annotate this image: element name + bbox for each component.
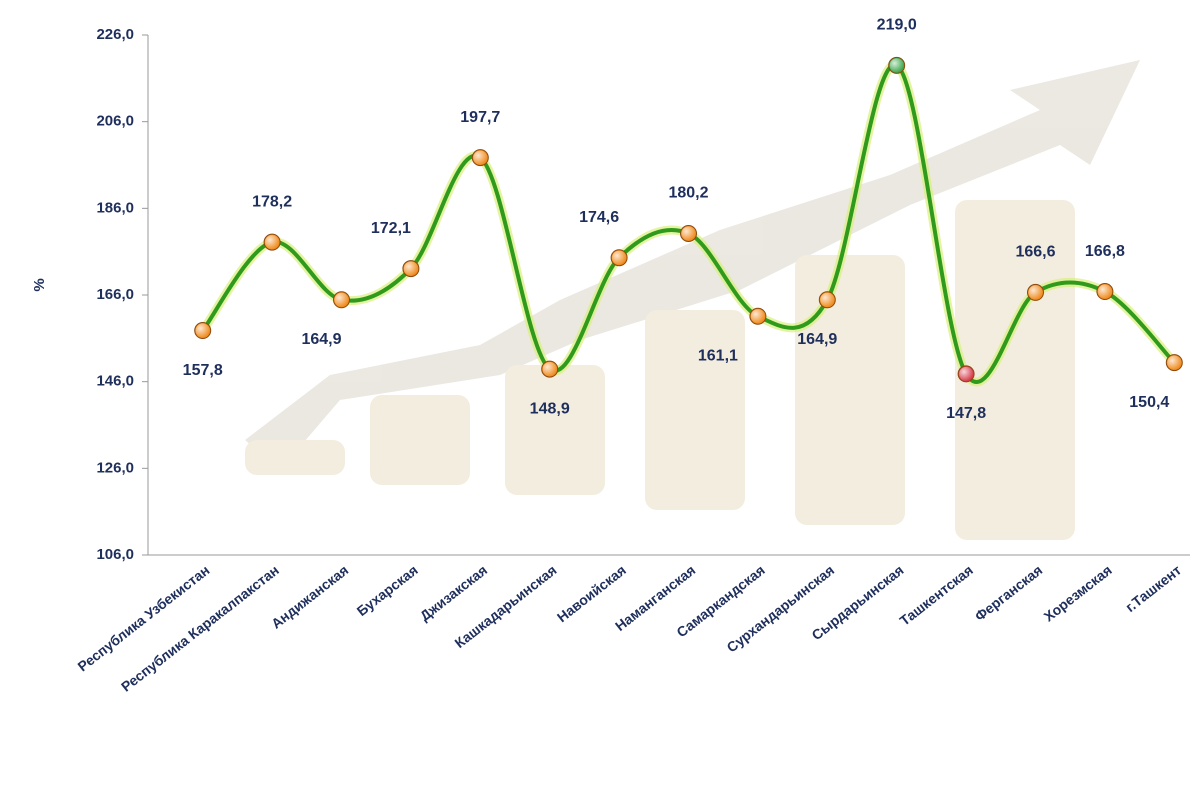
value-label: 164,9 <box>797 331 837 348</box>
y-tick-label: 126,0 <box>96 459 134 476</box>
x-tick-label: Андижанская <box>268 562 351 632</box>
value-label: 166,6 <box>1015 244 1055 261</box>
value-label: 157,8 <box>183 362 223 379</box>
point-shine <box>195 323 210 338</box>
background-decoration <box>245 60 1140 540</box>
x-tick-label: Навоийская <box>554 562 629 626</box>
point-shine <box>750 309 765 324</box>
x-tick-label: Республика Узбекистан <box>75 562 213 675</box>
point-shine <box>820 292 835 307</box>
line <box>201 63 1176 384</box>
value-label: 161,1 <box>698 347 738 364</box>
value-label: 166,8 <box>1085 243 1125 260</box>
x-tick-label: Ташкентская <box>896 562 975 629</box>
x-tick-label: Хорезмская <box>1041 562 1115 625</box>
point-shine <box>889 58 904 73</box>
y-axis-label: % <box>31 278 48 291</box>
x-tick-label: Бухарская <box>354 562 421 619</box>
x-tick-label: Ферганская <box>972 562 1046 625</box>
point-shine <box>265 235 280 250</box>
x-tick-label: г.Ташкент <box>1122 562 1184 615</box>
point-shine <box>1028 285 1043 300</box>
y-tick-label: 226,0 <box>96 26 134 43</box>
value-label: 148,9 <box>530 400 570 417</box>
y-tick-label: 146,0 <box>96 373 134 390</box>
value-label: 180,2 <box>668 185 708 202</box>
point-shine <box>1097 284 1112 299</box>
value-label: 219,0 <box>877 17 917 34</box>
point-shine <box>334 292 349 307</box>
y-tick-label: 186,0 <box>96 199 134 216</box>
point-shine <box>612 250 627 265</box>
value-label: 150,4 <box>1129 394 1169 411</box>
point-shine <box>473 150 488 165</box>
y-tick-label: 206,0 <box>96 113 134 130</box>
point-shine <box>681 226 696 241</box>
point-shine <box>403 261 418 276</box>
x-tick-label: Джизакская <box>417 562 490 624</box>
value-label: 147,8 <box>946 405 986 422</box>
value-label: 197,7 <box>460 109 500 126</box>
y-tick-label: 106,0 <box>96 546 134 563</box>
value-label: 164,9 <box>301 331 341 348</box>
point-shine <box>542 362 557 377</box>
value-label: 174,6 <box>579 209 619 226</box>
value-label: 178,2 <box>252 193 292 210</box>
point-shine <box>1167 355 1182 370</box>
point-shine <box>959 366 974 381</box>
value-label: 172,1 <box>371 220 411 237</box>
y-tick-label: 166,0 <box>96 286 134 303</box>
